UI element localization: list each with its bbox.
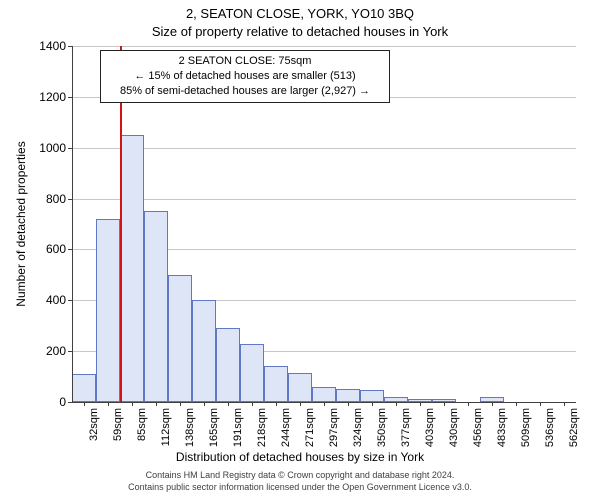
x-tick-mark: [204, 402, 205, 406]
y-axis-line: [72, 46, 73, 402]
info-line-1: 2 SEATON CLOSE: 75sqm: [109, 54, 381, 69]
x-tick-label: 59sqm: [112, 408, 124, 441]
x-tick-label: 218sqm: [256, 408, 268, 447]
x-tick-label: 377sqm: [400, 408, 412, 447]
histogram-bar: [72, 374, 96, 402]
y-tick-mark: [68, 148, 72, 149]
x-tick-label: 244sqm: [280, 408, 292, 447]
x-tick-mark: [84, 402, 85, 406]
grid-line: [72, 148, 576, 149]
info-line-3: 85% of semi-detached houses are larger (…: [109, 84, 381, 99]
y-tick-label: 800: [0, 192, 66, 206]
chart-title-main: 2, SEATON CLOSE, YORK, YO10 3BQ: [0, 6, 600, 21]
histogram-bar: [96, 219, 120, 402]
footer-line-1: Contains HM Land Registry data © Crown c…: [0, 470, 600, 482]
x-tick-mark: [396, 402, 397, 406]
x-tick-label: 403sqm: [424, 408, 436, 447]
y-tick-label: 200: [0, 344, 66, 358]
histogram-bar: [336, 389, 360, 402]
x-tick-mark: [156, 402, 157, 406]
x-tick-mark: [300, 402, 301, 406]
histogram-bar: [192, 300, 216, 402]
x-tick-mark: [180, 402, 181, 406]
x-tick-label: 297sqm: [328, 408, 340, 447]
x-tick-label: 165sqm: [208, 408, 220, 447]
histogram-bar: [264, 366, 288, 402]
x-tick-mark: [468, 402, 469, 406]
x-tick-label: 32sqm: [88, 408, 100, 441]
y-tick-label: 0: [0, 395, 66, 409]
x-axis-label: Distribution of detached houses by size …: [0, 450, 600, 464]
y-tick-mark: [68, 249, 72, 250]
histogram-bar: [120, 135, 144, 402]
x-tick-label: 562sqm: [568, 408, 580, 447]
y-tick-mark: [68, 46, 72, 47]
x-tick-label: 112sqm: [160, 408, 172, 446]
histogram-bar: [312, 387, 336, 402]
y-tick-label: 1200: [0, 90, 66, 104]
x-tick-mark: [444, 402, 445, 406]
y-tick-mark: [68, 402, 72, 403]
y-tick-mark: [68, 300, 72, 301]
y-tick-label: 1000: [0, 141, 66, 155]
footer-line-2: Contains public sector information licen…: [0, 482, 600, 494]
x-tick-label: 138sqm: [184, 408, 196, 447]
x-tick-mark: [228, 402, 229, 406]
histogram-bar: [360, 390, 384, 402]
histogram-bar: [168, 275, 192, 402]
y-tick-label: 1400: [0, 39, 66, 53]
grid-line: [72, 199, 576, 200]
histogram-bar: [288, 373, 312, 402]
x-tick-mark: [324, 402, 325, 406]
y-tick-label: 600: [0, 242, 66, 256]
x-tick-label: 456sqm: [472, 408, 484, 447]
x-tick-label: 350sqm: [376, 408, 388, 447]
grid-line: [72, 46, 576, 47]
y-tick-mark: [68, 351, 72, 352]
chart-title-sub: Size of property relative to detached ho…: [0, 24, 600, 39]
x-tick-mark: [132, 402, 133, 406]
x-tick-label: 191sqm: [232, 408, 244, 447]
x-tick-label: 430sqm: [448, 408, 460, 447]
x-tick-mark: [516, 402, 517, 406]
x-tick-mark: [252, 402, 253, 406]
histogram-bar: [216, 328, 240, 402]
x-tick-label: 536sqm: [544, 408, 556, 447]
y-tick-label: 400: [0, 293, 66, 307]
chart-container: 2, SEATON CLOSE, YORK, YO10 3BQ Size of …: [0, 0, 600, 500]
x-tick-label: 85sqm: [136, 408, 148, 441]
x-tick-mark: [276, 402, 277, 406]
histogram-bar: [144, 211, 168, 402]
x-tick-label: 324sqm: [352, 408, 364, 447]
x-tick-mark: [564, 402, 565, 406]
x-tick-mark: [492, 402, 493, 406]
x-tick-mark: [348, 402, 349, 406]
histogram-bar: [240, 344, 264, 402]
x-tick-mark: [108, 402, 109, 406]
x-tick-label: 509sqm: [520, 408, 532, 447]
x-tick-label: 483sqm: [496, 408, 508, 447]
y-tick-mark: [68, 199, 72, 200]
info-line-2: ← 15% of detached houses are smaller (51…: [109, 69, 381, 84]
x-tick-mark: [372, 402, 373, 406]
footer-attribution: Contains HM Land Registry data © Crown c…: [0, 470, 600, 493]
x-tick-label: 271sqm: [304, 408, 316, 447]
y-tick-mark: [68, 97, 72, 98]
x-tick-mark: [540, 402, 541, 406]
info-box: 2 SEATON CLOSE: 75sqm ← 15% of detached …: [100, 50, 390, 103]
x-tick-mark: [420, 402, 421, 406]
